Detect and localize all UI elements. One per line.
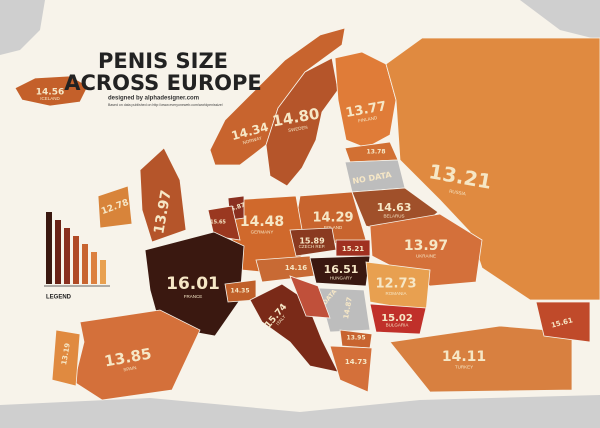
country [365, 261, 431, 313]
country [265, 57, 339, 187]
legend-bar [82, 244, 88, 284]
country-value: 13.19 [60, 342, 72, 365]
country [369, 303, 427, 335]
country [73, 309, 201, 401]
country-value: 13.97 [404, 238, 448, 254]
legend-bar [64, 228, 70, 284]
country-value: 15.02 [381, 313, 413, 324]
country-name: SPAIN [123, 365, 137, 372]
country [385, 37, 600, 301]
country-name: BULGARIA [386, 323, 409, 328]
country [51, 329, 81, 387]
country-label: 14.35 [231, 288, 250, 295]
title: PENIS SIZE [98, 49, 228, 73]
country-value: 16.51 [324, 263, 359, 276]
country-label: 14.73 [345, 358, 367, 366]
legend-bar [100, 260, 106, 284]
country [14, 75, 89, 107]
country [309, 255, 371, 287]
country-value: 13.97 [151, 189, 174, 235]
country [535, 301, 591, 343]
source: Based on data published on http://www.ev… [108, 103, 223, 107]
legend: LEGEND [44, 212, 110, 301]
country-value: 14.48 [240, 214, 284, 230]
legend-bar [46, 212, 52, 284]
country-name: RUSSIA [449, 189, 466, 197]
country-value: 14.73 [345, 358, 367, 366]
country-value: 13.77 [344, 99, 387, 121]
country-value: 14.29 [312, 211, 353, 226]
country-name: CZECH REP. [299, 244, 326, 249]
country-label: 13.97 [151, 189, 174, 235]
country-value: 14.63 [377, 201, 412, 214]
country [144, 231, 245, 337]
country-label: 14.16 [285, 264, 307, 272]
country [329, 345, 373, 393]
legend-title: LEGEND [46, 295, 72, 301]
country [389, 325, 573, 393]
greenland [0, 0, 45, 55]
arctic-land [520, 0, 600, 40]
countries: 14.56ICELAND14.34NORWAY14.80SWEDEN13.77F… [14, 27, 600, 401]
country-name: NORWAY [242, 135, 262, 145]
country-value: 15.89 [299, 237, 325, 246]
country-name: BELARUS [383, 213, 404, 218]
country [334, 51, 397, 149]
country [139, 147, 187, 243]
africa [0, 395, 600, 428]
legend-bar [73, 236, 79, 284]
country-value: 15.21 [342, 245, 364, 253]
country-name: POLAND [324, 225, 343, 230]
country-label: 15.21 [342, 245, 364, 253]
country-value: 14.16 [285, 264, 307, 272]
country-name: UKRAINE [416, 254, 436, 259]
country-name: ROMANIA [385, 291, 406, 296]
country-value: 15.65 [210, 220, 226, 226]
country-label: 13.95 [347, 335, 366, 342]
country-name: ICELAND [40, 96, 60, 101]
title: ACROSS EUROPE [64, 71, 261, 95]
country-name: FINLAND [358, 115, 379, 123]
country-value: 14.35 [231, 288, 250, 295]
country-label: 15.65 [210, 220, 226, 226]
country-name: SWEDEN [288, 125, 308, 133]
country-value: 12.73 [375, 277, 416, 292]
country-value: 14.56 [36, 88, 64, 98]
country-label: 13.78 [367, 149, 386, 156]
country [289, 275, 331, 319]
country-name: HUNGARY [330, 275, 352, 280]
country [207, 205, 241, 241]
country-name: ITALY [275, 314, 286, 326]
credit: designed by alphadesigner.com [108, 96, 199, 102]
country [97, 185, 133, 229]
country-name: GERMANY [251, 230, 274, 235]
country-value: 14.11 [442, 349, 486, 365]
country-value: 13.95 [347, 335, 366, 342]
legend-bar [55, 220, 61, 284]
country-label: 14.87 [342, 296, 354, 319]
country-value: 16.01 [166, 274, 220, 294]
country-label: 13.19 [60, 342, 72, 365]
country-value: 14.87 [342, 296, 354, 319]
country-value: 13.78 [367, 149, 386, 156]
legend-bar [91, 252, 97, 284]
country-name: FRANCE [184, 294, 203, 299]
country [209, 27, 346, 166]
country-name: TURKEY [455, 365, 473, 370]
